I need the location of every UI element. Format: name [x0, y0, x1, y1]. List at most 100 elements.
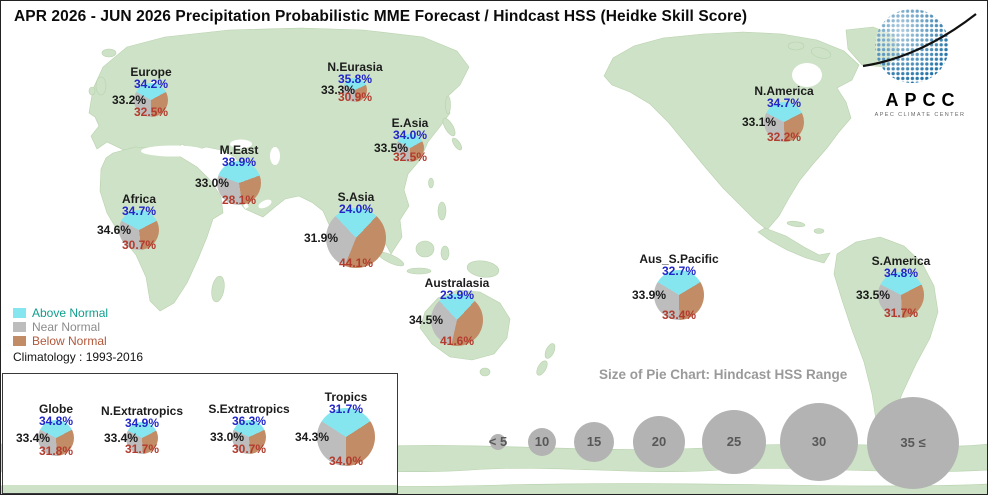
- region-name-Africa: Africa: [121, 192, 157, 206]
- pie-M.East: [217, 161, 261, 205]
- climatology-label: Climatology : 1993-2016: [13, 350, 144, 364]
- pie-N.Extratropics: [126, 422, 158, 454]
- below-value-Australasia: 41.6%: [439, 334, 475, 348]
- pie-S.America: [878, 272, 924, 318]
- below-value-Globe: 31.8%: [38, 444, 74, 458]
- size-legend-title: Size of Pie Chart: Hindcast HSS Range: [599, 367, 848, 382]
- size-circle-label-6: 30: [811, 434, 827, 449]
- below-value-M.East: 28.1%: [221, 193, 257, 207]
- below-value-S.America: 31.7%: [883, 306, 919, 320]
- below-value-N.Eurasia: 30.9%: [337, 90, 373, 104]
- pie-Australasia: [431, 294, 483, 346]
- size-circle-7: [867, 397, 959, 489]
- size-circle-label-2: 10: [534, 434, 550, 449]
- near-value-N.America: 33.1%: [741, 115, 776, 129]
- apcc-logo-text: APCC: [885, 90, 961, 110]
- near-value-N.Extratropics: 33.4%: [103, 431, 138, 445]
- above-normal-label: Above Normal: [32, 306, 109, 320]
- region-name-M.East: M.East: [219, 143, 259, 157]
- above-value-Globe: 34.8%: [38, 414, 74, 428]
- region-name-S.Extratropics: S.Extratropics: [208, 402, 290, 416]
- above-value-S.Extratropics: 36.3%: [231, 414, 267, 428]
- near-value-Africa: 34.6%: [96, 223, 131, 237]
- size-circle-4: [633, 416, 685, 468]
- near-value-S.Asia: 31.9%: [303, 231, 338, 245]
- page-title: APR 2026 - JUN 2026 Precipitation Probab…: [14, 8, 748, 25]
- near-normal-label: Near Normal: [32, 320, 101, 334]
- region-name-N.America: N.America: [754, 84, 814, 98]
- region-name-Globe: Globe: [38, 402, 74, 416]
- above-value-S.Asia: 24.0%: [338, 202, 374, 216]
- near-value-M.East: 33.0%: [194, 176, 229, 190]
- pie-Africa: [119, 210, 159, 250]
- region-name-Europe: Europe: [130, 65, 172, 79]
- above-normal-swatch: [13, 308, 26, 318]
- size-circle-6: [780, 403, 858, 481]
- region-name-Australasia: Australasia: [424, 276, 490, 290]
- pie-N.Eurasia: [343, 78, 367, 102]
- below-value-Tropics: 34.0%: [328, 454, 364, 468]
- below-value-E.Asia: 32.5%: [392, 150, 428, 164]
- above-value-E.Asia: 34.0%: [392, 128, 428, 142]
- pie-Tropics: [317, 408, 375, 466]
- size-circle-label-7: 35 ≤: [900, 435, 926, 450]
- region-name-N.Extratropics: N.Extratropics: [100, 404, 184, 418]
- above-value-S.America: 34.8%: [883, 266, 919, 280]
- legend-row-near: Near Normal: [13, 320, 143, 334]
- pie-N.America: [764, 102, 804, 142]
- above-value-Europe: 34.2%: [133, 77, 169, 91]
- pie-S.Asia: [326, 208, 386, 268]
- size-circle-3: [574, 422, 614, 462]
- region-name-E.Asia: E.Asia: [391, 116, 429, 130]
- region-name-S.Asia: S.Asia: [337, 190, 375, 204]
- near-value-Tropics: 34.3%: [294, 430, 329, 444]
- pie-Europe: [134, 83, 168, 117]
- above-value-N.America: 34.7%: [766, 96, 802, 110]
- size-circle-5: [702, 410, 766, 474]
- pie-E.Asia: [396, 134, 424, 162]
- below-value-Aus_S.Pacific: 33.4%: [661, 308, 697, 322]
- size-circle-label-5: 25: [726, 434, 742, 449]
- near-value-N.Eurasia: 33.3%: [320, 83, 355, 97]
- near-value-S.Extratropics: 33.0%: [209, 430, 244, 444]
- apcc-globe-icon: [862, 9, 977, 83]
- near-value-S.America: 33.5%: [855, 288, 890, 302]
- size-circle-1: [490, 434, 506, 450]
- region-name-Tropics: Tropics: [324, 390, 368, 404]
- below-normal-swatch: [13, 336, 26, 346]
- near-value-Aus_S.Pacific: 33.9%: [631, 288, 666, 302]
- apcc-logo-subtitle: APEC CLIMATE CENTER: [874, 112, 966, 118]
- below-normal-label: Below Normal: [32, 334, 107, 348]
- size-circle-2: [528, 428, 556, 456]
- pie-Aus_S.Pacific: [654, 270, 704, 320]
- below-value-N.America: 32.2%: [766, 130, 802, 144]
- below-value-Africa: 30.7%: [121, 238, 157, 252]
- size-circle-label-1: < 5: [488, 434, 508, 449]
- above-value-M.East: 38.9%: [221, 155, 257, 169]
- region-name-Aus_S.Pacific: Aus_S.Pacific: [639, 252, 719, 266]
- color-legend: Above Normal Near Normal Below Normal Cl…: [8, 303, 152, 367]
- above-value-Australasia: 23.9%: [439, 288, 475, 302]
- apcc-logo: APCC APEC CLIMATE CENTER: [858, 4, 982, 118]
- below-value-S.Asia: 44.1%: [338, 256, 374, 270]
- inset-antarctica-strip: [3, 485, 397, 493]
- near-value-Europe: 33.2%: [111, 93, 146, 107]
- size-circle-label-3: 15: [586, 434, 602, 449]
- below-value-S.Extratropics: 30.7%: [231, 442, 267, 456]
- above-value-N.Eurasia: 35.8%: [337, 72, 373, 86]
- size-circle-label-4: 20: [651, 434, 667, 449]
- above-value-Tropics: 31.7%: [328, 402, 364, 416]
- above-value-Africa: 34.7%: [121, 204, 157, 218]
- below-value-Europe: 32.5%: [133, 105, 169, 119]
- region-name-S.America: S.America: [871, 254, 931, 268]
- near-value-E.Asia: 33.5%: [373, 141, 408, 155]
- below-value-N.Extratropics: 31.7%: [124, 442, 160, 456]
- near-normal-swatch: [13, 322, 26, 332]
- above-value-Aus_S.Pacific: 32.7%: [661, 264, 697, 278]
- above-value-N.Extratropics: 34.9%: [124, 416, 160, 430]
- pie-Globe: [38, 420, 74, 456]
- region-name-N.Eurasia: N.Eurasia: [327, 60, 383, 74]
